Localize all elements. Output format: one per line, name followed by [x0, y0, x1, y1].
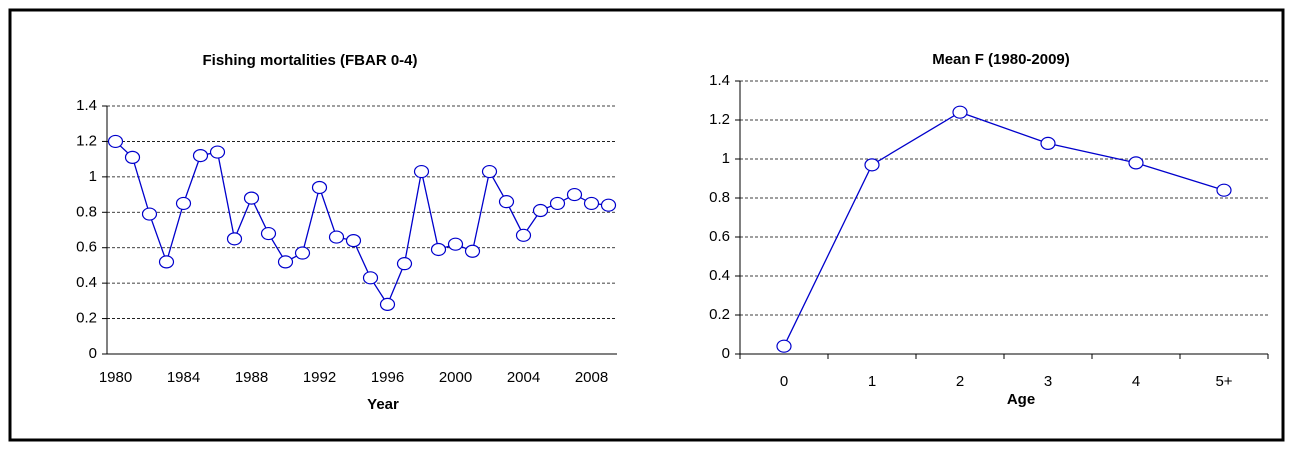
marker: [158, 255, 175, 269]
marker: [124, 150, 141, 164]
y-tick-label: 0.4: [76, 274, 97, 291]
marker: [1216, 183, 1232, 197]
marker: [583, 196, 600, 211]
marker: [107, 134, 124, 149]
frame: [8, 8, 1285, 442]
marker: [447, 237, 464, 251]
marker: [464, 244, 481, 258]
marker: [141, 207, 158, 221]
y-tick-label: 0.2: [709, 306, 730, 323]
marker: [1128, 156, 1144, 170]
series-line: [783, 111, 1225, 347]
marker: [430, 242, 447, 257]
marker: [600, 198, 617, 212]
x-tick-label: 3: [1044, 373, 1052, 390]
chart-title: Mean F (1980-2009): [932, 51, 1070, 68]
y-tick-label: 1: [722, 150, 730, 167]
y-tick-label: 0: [89, 345, 97, 362]
x-tick-label: 1980: [99, 369, 132, 386]
x-tick-label: 1988: [235, 369, 268, 386]
x-tick-label: 1: [868, 373, 876, 390]
y-tick-label: 0.8: [709, 189, 730, 206]
marker: [498, 195, 515, 209]
y-tick-label: 0.6: [76, 239, 97, 256]
marker: [277, 255, 294, 269]
marker: [776, 339, 792, 353]
x-tick-label: 1992: [303, 369, 336, 386]
marker: [192, 149, 209, 163]
marker: [294, 246, 311, 260]
x-axis-label: Age: [1007, 391, 1035, 408]
y-tick-label: 0: [722, 345, 730, 362]
marker: [260, 226, 277, 241]
marker: [175, 196, 192, 211]
marker: [328, 230, 345, 244]
marker: [864, 158, 880, 172]
marker: [952, 105, 968, 119]
y-tick-label: 0.4: [709, 267, 730, 284]
x-tick-label: 5+: [1215, 373, 1232, 390]
marker: [413, 164, 430, 179]
marker: [1040, 136, 1056, 150]
y-tick-label: 1: [89, 168, 97, 185]
y-tick-label: 1.2: [76, 132, 97, 149]
x-tick-label: 2008: [575, 369, 608, 386]
marker: [379, 297, 396, 311]
marker: [209, 145, 226, 159]
x-tick-label: 4: [1132, 373, 1140, 390]
marker: [362, 271, 379, 285]
chart-title: Fishing mortalities (FBAR 0-4): [202, 52, 417, 69]
marker: [311, 180, 328, 195]
marker: [566, 187, 583, 202]
x-tick-label: 1984: [167, 369, 200, 386]
x-tick-label: 1996: [371, 369, 404, 386]
x-axis-label: Year: [367, 396, 399, 413]
marker: [226, 232, 243, 246]
x-tick-label: 2: [956, 373, 964, 390]
marker: [515, 228, 532, 242]
y-tick-label: 1.4: [709, 72, 730, 89]
marker: [532, 203, 549, 218]
y-tick-label: 1.4: [76, 97, 97, 114]
marker: [243, 191, 260, 205]
y-tick-label: 0.2: [76, 310, 97, 327]
x-tick-label: 0: [780, 373, 788, 390]
x-tick-label: 2000: [439, 369, 472, 386]
marker: [345, 234, 362, 248]
y-tick-label: 0.8: [76, 203, 97, 220]
marker: [396, 257, 413, 271]
x-tick-label: 2004: [507, 369, 540, 386]
y-tick-label: 0.6: [709, 228, 730, 245]
marker: [481, 164, 498, 179]
y-tick-label: 1.2: [709, 111, 730, 128]
marker: [549, 196, 566, 211]
